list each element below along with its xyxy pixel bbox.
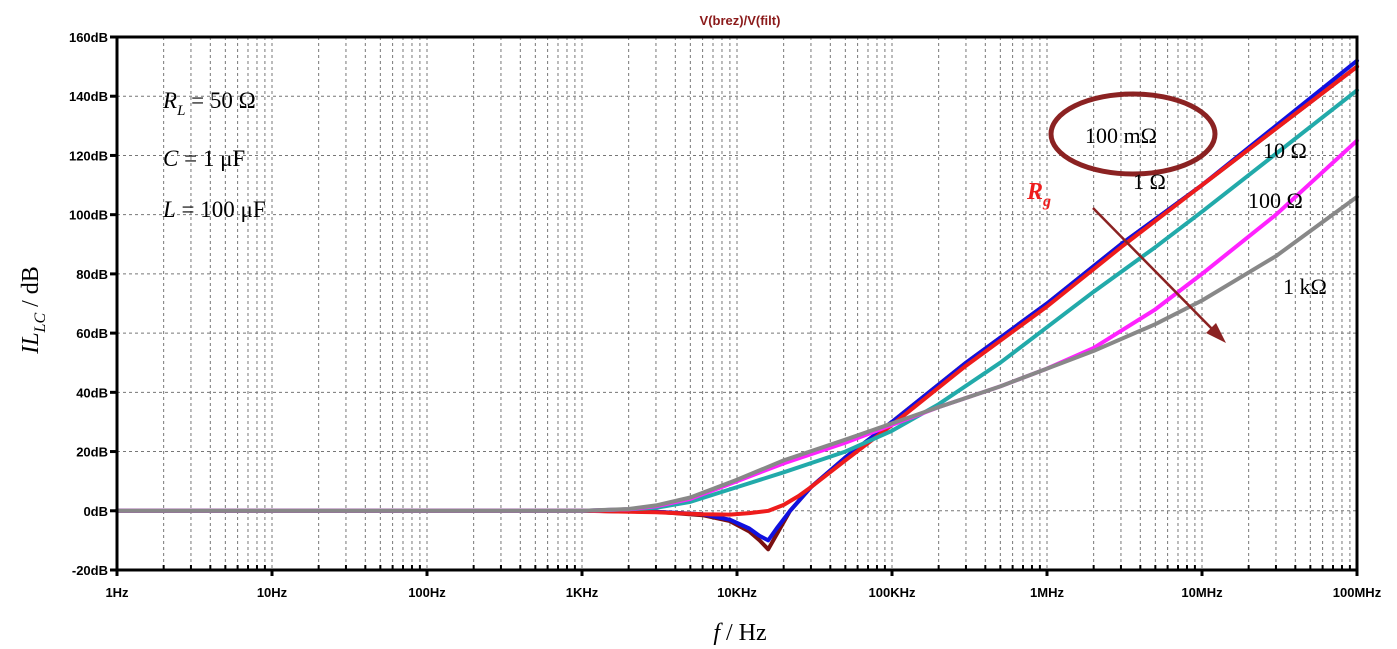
- series-line: [115, 64, 1359, 517]
- x-axis-label: f / Hz: [713, 620, 766, 646]
- y-tick-label: 40dB: [76, 385, 108, 400]
- parameter-list: RL = 50 Ω C = 1 μF L = 100 μF: [162, 88, 266, 222]
- y-tick-label: -20dB: [72, 563, 108, 578]
- param-rl: RL = 50 Ω: [162, 88, 256, 119]
- param-c: C = 1 μF: [163, 146, 245, 171]
- y-tick-label: 60dB: [76, 326, 108, 341]
- y-tick-label: 0dB: [83, 504, 108, 519]
- label-1-kohm: 1 kΩ: [1283, 274, 1327, 299]
- y-tick-label: 20dB: [76, 445, 108, 460]
- axis-ticks: 160dB 140dB 120dB 100dB 80dB 60dB 40dB 20dB 0dB -…: [69, 30, 1382, 600]
- label-10-ohm: 10 Ω: [1263, 138, 1307, 163]
- x-tick-label: 1MHz: [1030, 585, 1064, 600]
- y-tick-label: 160dB: [69, 30, 108, 45]
- y-tick-label: 80dB: [76, 267, 108, 282]
- x-tick-label: 100MHz: [1333, 585, 1382, 600]
- param-l: L = 100 μF: [162, 197, 266, 222]
- x-tick-label: 10KHz: [717, 585, 757, 600]
- series-line: [115, 194, 1359, 513]
- rg-arrow: [1092, 207, 1226, 343]
- x-tick-label: 1Hz: [105, 585, 129, 600]
- highlight-ellipse: [1048, 91, 1218, 177]
- series-layer: [115, 58, 1359, 552]
- y-axis-label: ILLC / dB: [18, 266, 49, 355]
- label-100-ohm: 100 Ω: [1248, 188, 1303, 213]
- series-line: [115, 58, 1359, 543]
- x-tick-label: 1KHz: [566, 585, 599, 600]
- label-1-ohm: 1 Ω: [1133, 169, 1166, 194]
- label-100-mohm: 100 mΩ: [1085, 123, 1157, 148]
- y-tick-label: 100dB: [69, 208, 108, 223]
- chart-title: V(brez)/V(filt): [700, 13, 781, 28]
- x-tick-label: 10Hz: [257, 585, 288, 600]
- rg-label: Rg: [1026, 179, 1051, 210]
- x-tick-label: 100KHz: [869, 585, 916, 600]
- y-tick-label: 140dB: [69, 89, 108, 104]
- y-tick-label: 120dB: [69, 148, 108, 163]
- x-tick-label: 100Hz: [408, 585, 446, 600]
- x-tick-label: 10MHz: [1181, 585, 1223, 600]
- grid: [117, 37, 1357, 570]
